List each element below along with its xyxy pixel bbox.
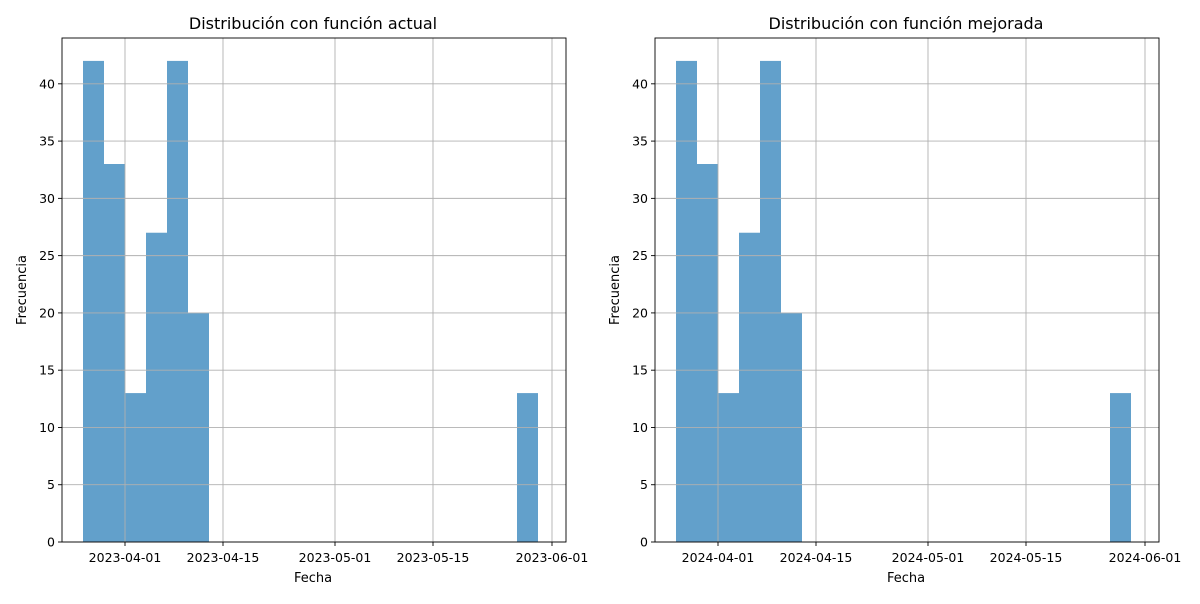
y-tick-label: 20	[39, 305, 55, 320]
histogram-bar	[676, 60, 697, 543]
x-tick-label: 2024-06-01	[1109, 550, 1182, 565]
y-tick-label: 5	[640, 477, 648, 492]
x-axis-label: Fecha	[294, 571, 332, 586]
histogram-bar	[104, 164, 125, 542]
x-tick-label: 2024-05-01	[892, 550, 965, 565]
axes-frame	[654, 37, 1160, 543]
chart-title: Distribución con función mejorada	[769, 14, 1044, 33]
x-tick-label: 2023-04-15	[187, 550, 260, 565]
histogram-bar	[167, 60, 188, 543]
y-tick-label: 20	[632, 305, 648, 320]
histogram-bar	[760, 60, 781, 543]
histogram-bar	[146, 232, 167, 542]
x-tick-label: 2023-05-15	[397, 550, 470, 565]
x-axis-label: Fecha	[887, 571, 925, 586]
y-tick-label: 40	[39, 76, 55, 91]
histogram-bar	[697, 164, 718, 542]
x-tick-label: 2023-05-01	[299, 550, 372, 565]
y-tick-label: 35	[632, 134, 648, 149]
y-tick-label: 35	[39, 134, 55, 149]
y-tick-label: 15	[39, 363, 55, 378]
histogram-bar	[1110, 393, 1131, 542]
chart-title: Distribución con función actual	[189, 14, 437, 33]
x-tick-label: 2023-06-01	[516, 550, 589, 565]
y-tick-label: 0	[640, 535, 648, 550]
y-tick-label: 30	[632, 191, 648, 206]
y-axis-label: Frecuencia	[608, 255, 623, 325]
x-tick-label: 2024-04-15	[780, 550, 853, 565]
x-tick-label: 2024-05-15	[990, 550, 1063, 565]
y-tick-label: 10	[632, 420, 648, 435]
histogram-bar	[83, 60, 104, 543]
y-tick-label: 40	[632, 76, 648, 91]
y-axis-label: Frecuencia	[15, 255, 30, 325]
chart-right: Distribución con función mejorada Fecha …	[608, 14, 1181, 586]
x-tick-label: 2023-04-01	[89, 550, 162, 565]
y-tick-label: 30	[39, 191, 55, 206]
histogram-bar	[718, 393, 739, 542]
y-tick-label: 25	[632, 248, 648, 263]
y-tick-label: 0	[47, 535, 55, 550]
axes-frame	[61, 37, 567, 543]
y-tick-label: 25	[39, 248, 55, 263]
histogram-bar	[125, 393, 146, 542]
histogram-bar	[739, 232, 760, 542]
y-tick-label: 10	[39, 420, 55, 435]
y-tick-label: 15	[632, 363, 648, 378]
chart-left: Distribución con función actual Fecha Fr…	[15, 14, 588, 586]
histogram-bar	[517, 393, 538, 542]
y-tick-label: 5	[47, 477, 55, 492]
x-tick-label: 2024-04-01	[682, 550, 755, 565]
